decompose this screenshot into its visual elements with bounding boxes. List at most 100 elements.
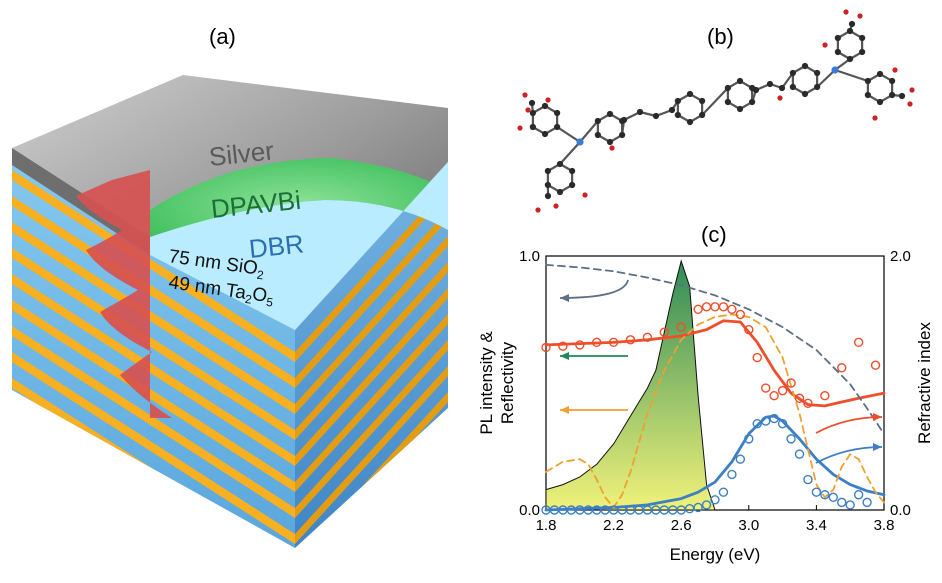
orange-dashed-series bbox=[545, 313, 885, 509]
blue-data-point bbox=[820, 490, 830, 500]
y-tick-label: 0.0 bbox=[519, 502, 540, 519]
carbon-atom bbox=[864, 91, 871, 99]
ta2o5-stripe-side bbox=[295, 288, 448, 466]
hydrogen-atom bbox=[843, 9, 849, 15]
ta2o5-stripe-front bbox=[12, 196, 295, 388]
carbon-atom bbox=[620, 116, 628, 124]
silver-label: Silver bbox=[207, 135, 275, 172]
red-data-point bbox=[718, 302, 729, 312]
red-line-series bbox=[544, 319, 886, 408]
hydrogen-atom bbox=[545, 97, 551, 103]
blue-data-point bbox=[853, 490, 864, 500]
molecule-bond bbox=[701, 87, 729, 116]
ta2o5-stripe-side bbox=[295, 314, 448, 492]
ta2o5-stripe-front bbox=[12, 248, 295, 440]
carbon-atom bbox=[674, 97, 681, 105]
ta2o5-sub2: 5 bbox=[265, 295, 274, 310]
dbr-label: DBR bbox=[247, 228, 305, 264]
carbon-atom bbox=[724, 84, 731, 92]
red-data-point bbox=[642, 332, 653, 342]
blue-data-point bbox=[862, 497, 872, 508]
y-axis-label-line2: Reflectivity bbox=[498, 341, 517, 424]
carbon-atom bbox=[736, 77, 744, 85]
carbon-atom bbox=[778, 84, 786, 92]
gray-dashed-series bbox=[545, 263, 885, 435]
gray-arrow-head bbox=[560, 294, 569, 302]
ta2o5-stripe-front bbox=[12, 300, 295, 492]
carbon-atom bbox=[846, 27, 854, 35]
red-data-point bbox=[837, 363, 847, 373]
carbon-atom bbox=[789, 69, 796, 77]
carbon-atom bbox=[876, 70, 884, 78]
carbon-atom bbox=[556, 160, 564, 168]
carbon-atom bbox=[699, 97, 706, 105]
hydrogen-atom bbox=[525, 107, 531, 113]
dpavbi-layer bbox=[150, 158, 448, 255]
red-data-point bbox=[769, 391, 779, 401]
carbon-atom bbox=[544, 181, 551, 189]
carbon-atom bbox=[544, 192, 552, 200]
red-data-point bbox=[608, 337, 619, 348]
carbon-atom bbox=[541, 102, 549, 110]
blue-data-point bbox=[701, 500, 712, 510]
x-tick-label: 3.4 bbox=[806, 517, 827, 534]
red-data-point bbox=[693, 304, 703, 315]
orange-arrow-head bbox=[560, 406, 569, 414]
red-data-point bbox=[710, 302, 720, 312]
red-arrow-head bbox=[873, 413, 882, 421]
x-tick-label: 3.8 bbox=[874, 517, 895, 534]
red-data-point bbox=[761, 383, 771, 393]
red-data-point bbox=[794, 393, 805, 403]
hydrogen-atom bbox=[857, 13, 863, 19]
chart: 1.8 2.2 2.6 3.0 3.4 3.80.01.00.02.0 Energy (e… bbox=[477, 248, 934, 564]
blue-arrow-head bbox=[873, 443, 882, 451]
nitrogen-atom bbox=[576, 138, 584, 146]
blue-data-point bbox=[803, 474, 813, 485]
red-data-point bbox=[735, 309, 746, 320]
red-data-point bbox=[777, 385, 788, 396]
ta2o5-stripe-side bbox=[295, 236, 448, 414]
molecule-structure bbox=[517, 9, 915, 213]
hydrogen-atom bbox=[872, 115, 878, 121]
carbon-atom bbox=[789, 83, 796, 91]
device-illustration: Silver DPAVBi DBR 75 nm SiO2 49 nm Ta2O5 bbox=[12, 75, 448, 548]
red-data-point bbox=[676, 322, 686, 332]
pl-spectrum-area bbox=[545, 259, 716, 511]
carbon-atom bbox=[864, 77, 871, 85]
carbon-atom bbox=[529, 123, 536, 131]
carbon-atom bbox=[606, 110, 614, 118]
carbon-atom bbox=[859, 34, 866, 42]
x-tick-label: 1.8 bbox=[536, 517, 557, 534]
molecule-bond bbox=[816, 69, 836, 88]
blue-data-point bbox=[752, 418, 762, 429]
dbr-side-stripes bbox=[295, 184, 448, 548]
red-data-point bbox=[575, 340, 585, 350]
ta2o5-stripe-front bbox=[12, 352, 295, 544]
carbon-atom bbox=[541, 130, 549, 138]
x-tick-label: 2.2 bbox=[603, 517, 624, 534]
chart-ticks: 1.8 2.2 2.6 3.0 3.4 3.80.01.00.02.0 bbox=[519, 248, 911, 534]
red-data-point bbox=[541, 342, 551, 353]
red-data-point bbox=[752, 352, 762, 363]
hydrogen-atom bbox=[535, 207, 541, 213]
blue-data-point bbox=[744, 434, 754, 444]
carbon-atom bbox=[606, 138, 614, 146]
red-data-point bbox=[558, 341, 568, 351]
carbon-atom bbox=[686, 118, 694, 126]
red-data-point bbox=[853, 337, 864, 348]
carbon-atom bbox=[814, 69, 821, 77]
carbon-atom bbox=[889, 77, 896, 85]
carbon-atom bbox=[834, 48, 841, 56]
carbon-atom bbox=[736, 105, 744, 113]
blue-data-point bbox=[786, 434, 796, 444]
molecule-bond bbox=[579, 120, 599, 143]
carbon-atom bbox=[674, 111, 681, 119]
y2-tick-label: 2.0 bbox=[890, 248, 911, 265]
dbr-cutaway bbox=[150, 162, 448, 330]
carbon-atom bbox=[724, 98, 731, 106]
hydrogen-atom bbox=[892, 67, 898, 73]
panel-label-b: (b) bbox=[707, 24, 734, 49]
blue-data-point bbox=[735, 454, 746, 464]
field-profile bbox=[76, 170, 172, 418]
